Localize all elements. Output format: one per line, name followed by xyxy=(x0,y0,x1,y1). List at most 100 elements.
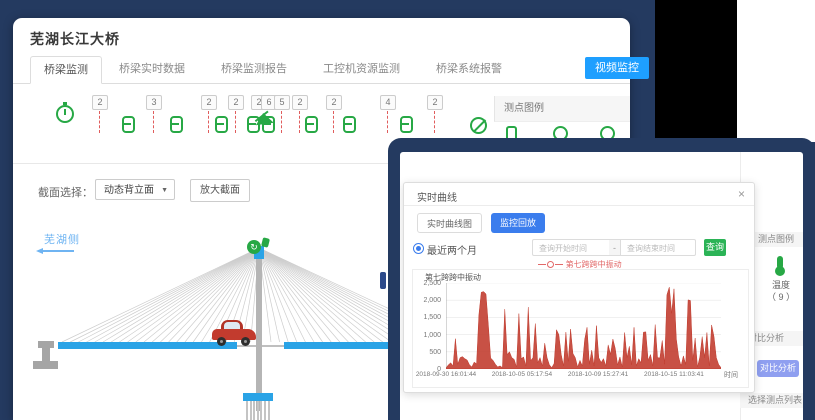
radio-last-two-months[interactable] xyxy=(413,243,424,254)
end-time-input[interactable]: 查询结束时间 xyxy=(620,239,696,256)
tab-2[interactable]: 桥梁监测报告 xyxy=(221,63,287,75)
sensor-dashed-line xyxy=(153,111,154,133)
sensor-dashed-line xyxy=(208,111,209,133)
tab-4[interactable]: 桥梁系统报警 xyxy=(436,63,502,75)
sensor-count-badge: 2 xyxy=(228,95,244,110)
radio-label: 最近两个月 xyxy=(427,246,477,257)
abutment xyxy=(38,341,54,348)
section-select-value: 动态背立面 xyxy=(104,185,154,196)
tab-1[interactable]: 桥梁实时数据 xyxy=(119,63,185,75)
sensor-link-icon[interactable] xyxy=(170,116,183,133)
y-axis-tick: 2,000 xyxy=(423,297,441,305)
sensor-dashed-line xyxy=(99,111,100,133)
sensor-link-icon[interactable] xyxy=(122,116,135,133)
x-axis-tick: 2018-10-15 11:03:41 xyxy=(644,371,704,378)
bridge-deck xyxy=(58,342,237,349)
abutment xyxy=(33,361,58,369)
no-entry-icon xyxy=(470,117,487,134)
y-axis-tick: 1,500 xyxy=(423,314,441,322)
enlarge-section-button[interactable]: 放大截面 xyxy=(190,179,250,202)
chart-area xyxy=(412,269,749,388)
tower-cap xyxy=(254,246,264,259)
tower-pile xyxy=(253,401,256,420)
sensor-dashed-line xyxy=(333,111,334,133)
bridge-side-label: 芜湖侧 xyxy=(44,234,80,246)
realtime-curve-dialog: 实时曲线 × 实时曲线图 监控回放 最近两个月 查询开始时间 - 查询结束时间 … xyxy=(403,182,755,393)
sensor-link-icon[interactable] xyxy=(215,116,228,133)
sensor-dashed-line xyxy=(281,111,282,133)
sidebar-section-point-list: 选择测点列表 xyxy=(740,393,803,408)
thermometer-icon xyxy=(775,256,785,276)
car-wheel xyxy=(217,337,226,346)
sensor-link-icon[interactable] xyxy=(400,116,413,133)
close-icon[interactable]: × xyxy=(737,187,745,201)
sensor-dashed-line xyxy=(235,111,236,133)
x-axis-tick: 2018-10-09 15:27:41 xyxy=(567,371,629,378)
sensor-link-icon[interactable] xyxy=(343,116,356,133)
sensor-count-badge: 4 xyxy=(380,95,396,110)
sensor-dashed-line xyxy=(434,111,435,133)
tab-3[interactable]: 工控机资源监测 xyxy=(323,63,400,75)
legend-marker-icon xyxy=(547,261,555,269)
abutment xyxy=(42,348,50,362)
chevron-down-icon: ▼ xyxy=(161,187,168,194)
legend-panel-header: 测点图例 xyxy=(494,96,630,122)
tower-sensor-icon: ↻ xyxy=(247,240,261,254)
chart-legend: 第七跨跨中振动 xyxy=(404,259,756,270)
main-tab-bar: 桥梁监测 桥梁实时数据 桥梁监测报告 工控机资源监测 桥梁系统报警 xyxy=(13,56,630,84)
date-range-separator: - xyxy=(609,239,620,256)
car-wheel xyxy=(241,337,250,346)
tab-0[interactable]: 桥梁监测 xyxy=(30,56,102,84)
sensor-count-badge: 2 xyxy=(92,95,108,110)
divider xyxy=(13,163,630,164)
sensor-count-badge: 3 xyxy=(146,95,162,110)
dialog-header xyxy=(404,183,754,206)
y-axis-tick: 0 xyxy=(437,366,441,373)
sensor-count-badge: 2 xyxy=(201,95,217,110)
chart-title: 第七跨跨中振动 xyxy=(425,273,481,282)
sensor-count-badge: 2 xyxy=(326,95,342,110)
tower-pile xyxy=(260,401,263,420)
vibration-area-chart xyxy=(446,283,721,369)
car-body xyxy=(212,329,256,340)
bridge-tower xyxy=(256,246,262,411)
tower-footing xyxy=(243,393,273,401)
query-button[interactable]: 查询 xyxy=(704,239,726,256)
tab-monitor-playback[interactable]: 监控回放 xyxy=(491,213,546,233)
tab-realtime-curve[interactable]: 实时曲线图 xyxy=(417,213,483,233)
popup-window-frame: 测点图例 温度 （ 9 ） 对比分析 对比分析 选择测点列表 实时曲线 × 实时… xyxy=(388,138,815,420)
y-axis-tick: 2,500 xyxy=(423,280,441,287)
bridge-deck xyxy=(284,342,469,349)
tower-pile xyxy=(264,401,266,420)
x-axis-tick: 2018-09-30 16:01:44 xyxy=(415,371,477,378)
compare-analysis-button[interactable]: 对比分析 xyxy=(757,360,799,377)
sensor-dashed-line xyxy=(299,111,300,133)
sensor-count-badge: 5 xyxy=(274,95,290,110)
dialog-title: 实时曲线 xyxy=(417,193,457,204)
sidebar-section-legend: 测点图例 xyxy=(740,232,803,247)
sensor-count-badge: 2 xyxy=(292,95,308,110)
scrollbar-thumb[interactable] xyxy=(380,272,386,289)
video-monitor-button[interactable]: 视频监控 xyxy=(585,57,649,79)
legend-series-name: 第七跨跨中振动 xyxy=(565,260,622,269)
page-title: 芜湖长江大桥 xyxy=(30,31,120,47)
tower-pile xyxy=(267,401,270,420)
sensor-count-badge: 2 xyxy=(427,95,443,110)
legend-line-icon xyxy=(538,264,547,266)
black-overlay-block xyxy=(655,0,737,138)
sensor-dashed-line xyxy=(387,111,388,133)
stopwatch-icon xyxy=(56,102,74,123)
section-select-label: 截面选择： xyxy=(38,187,93,199)
background-window-corner xyxy=(737,0,815,142)
tower-pile xyxy=(249,401,252,420)
y-axis-tick: 500 xyxy=(429,348,441,356)
tower-pile xyxy=(256,401,259,420)
temperature-label: 温度 xyxy=(771,280,790,290)
left-arrow-icon xyxy=(36,248,74,254)
section-select-dropdown[interactable]: 动态背立面 ▼ xyxy=(95,179,175,200)
start-time-input[interactable]: 查询开始时间 xyxy=(532,239,610,256)
y-axis-tick: 1,000 xyxy=(423,331,441,339)
car-illustration xyxy=(212,320,256,347)
sensor-link-icon[interactable] xyxy=(305,116,318,133)
